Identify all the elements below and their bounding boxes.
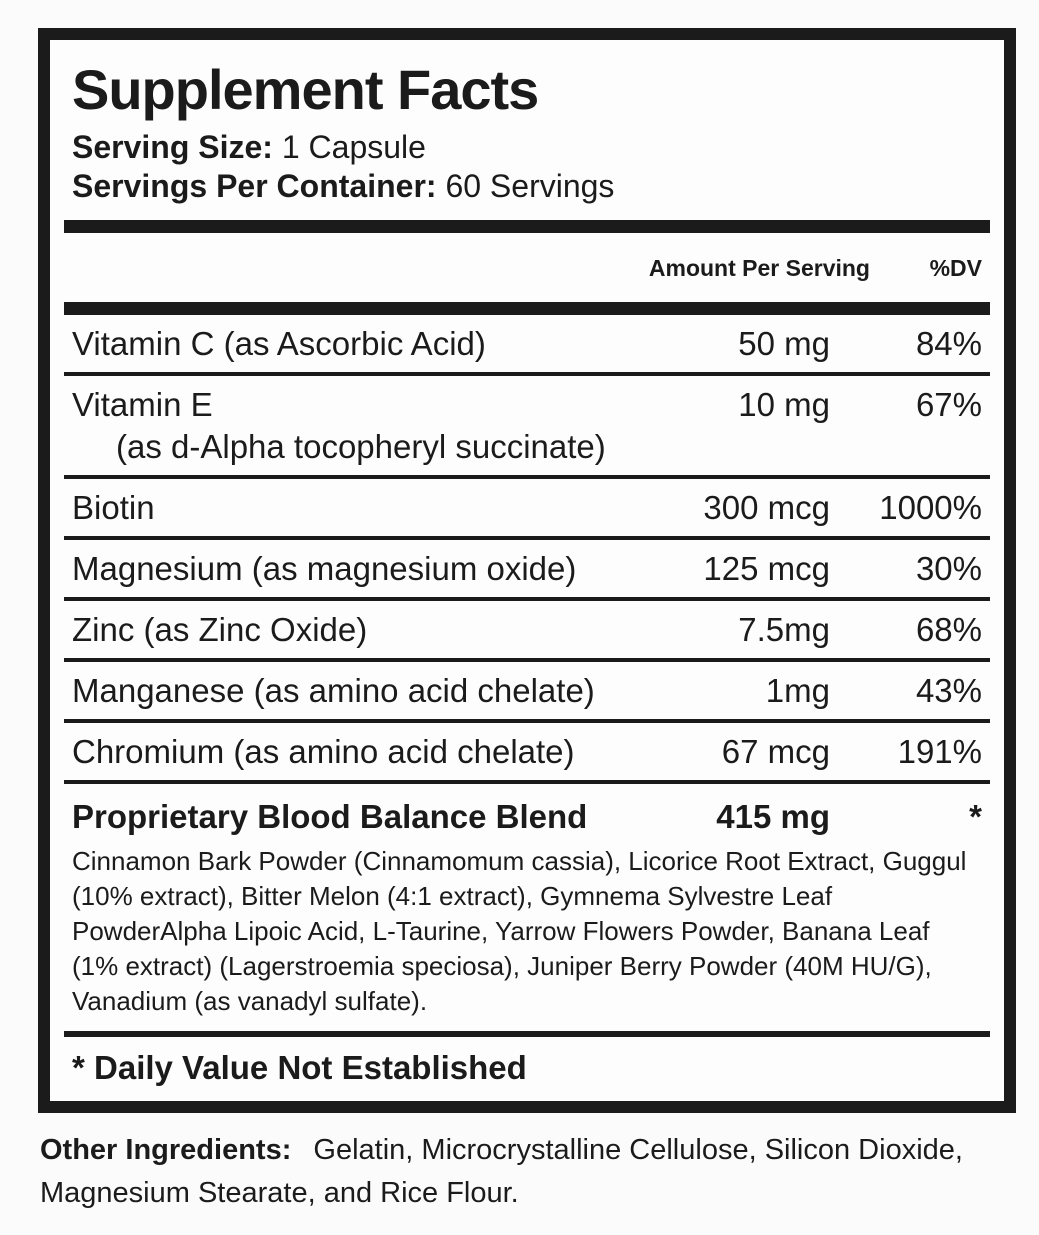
nutrient-dv: 30% bbox=[915, 550, 982, 587]
nutrient-amount: 10 mg bbox=[738, 386, 830, 423]
nutrient-name-main: Vitamin E bbox=[72, 386, 213, 423]
nutrient-name: Vitamin C (as Ascorbic Acid) bbox=[72, 325, 486, 362]
table-row: Biotin 300 mcg 1000% bbox=[64, 479, 990, 540]
nutrient-name: Zinc (as Zinc Oxide) bbox=[72, 611, 368, 648]
nutrient-name: Biotin bbox=[72, 489, 155, 526]
servings-per-container-value: 60 Servings bbox=[445, 168, 615, 204]
nutrient-name: Vitamin E (as d-Alpha tocopheryl succina… bbox=[72, 384, 650, 468]
supplement-facts-panel: Supplement Facts Serving Size: 1 Capsule… bbox=[38, 28, 1016, 1113]
divider-thick-mid bbox=[64, 302, 990, 315]
nutrient-dv: 84% bbox=[915, 325, 982, 362]
table-row: Vitamin E (as d-Alpha tocopheryl succina… bbox=[64, 376, 990, 479]
other-ingredients: Other Ingredients: Gelatin, Microcrystal… bbox=[40, 1129, 1006, 1215]
nutrient-name: Chromium (as amino acid chelate) bbox=[72, 733, 575, 770]
blend-description: Cinnamon Bark Powder (Cinnamomum cassia)… bbox=[72, 846, 967, 1016]
daily-value-footnote: * Daily Value Not Established bbox=[72, 1049, 527, 1086]
table-row: Manganese (as amino acid chelate) 1mg 43… bbox=[64, 662, 990, 723]
nutrient-dv: 191% bbox=[897, 733, 982, 770]
nutrient-amount: 50 mg bbox=[738, 325, 830, 362]
serving-size-line: Serving Size: 1 Capsule bbox=[64, 128, 990, 167]
blend-row: Proprietary Blood Balance Blend 415 mg * bbox=[64, 784, 990, 840]
nutrient-dv: 43% bbox=[915, 672, 982, 709]
nutrient-amount: 300 mcg bbox=[703, 489, 830, 526]
nutrient-amount: 67 mcg bbox=[721, 733, 830, 770]
nutrient-dv: 1000% bbox=[879, 489, 982, 526]
panel-title: Supplement Facts bbox=[72, 58, 539, 121]
serving-size-value: 1 Capsule bbox=[281, 129, 426, 165]
nutrient-name: Manganese (as amino acid chelate) bbox=[72, 672, 595, 709]
blend-dv: * bbox=[969, 798, 982, 835]
servings-per-container-label: Servings Per Container: bbox=[72, 168, 437, 204]
nutrient-amount: 125 mcg bbox=[703, 550, 830, 587]
table-row: Magnesium (as magnesium oxide) 125 mcg 3… bbox=[64, 540, 990, 601]
blend-name: Proprietary Blood Balance Blend bbox=[72, 798, 588, 835]
table-row: Chromium (as amino acid chelate) 67 mcg … bbox=[64, 723, 990, 784]
divider-footnote bbox=[64, 1031, 990, 1037]
nutrient-amount: 7.5mg bbox=[738, 611, 830, 648]
blend-amount: 415 mg bbox=[716, 798, 830, 835]
column-header-amount: Amount Per Serving bbox=[648, 255, 870, 281]
nutrient-amount: 1mg bbox=[765, 672, 830, 709]
column-header-dv: %DV bbox=[929, 255, 982, 281]
table-row: Vitamin C (as Ascorbic Acid) 50 mg 84% bbox=[64, 315, 990, 376]
column-header-row: Amount Per Serving %DV bbox=[64, 233, 990, 302]
nutrient-dv: 68% bbox=[915, 611, 982, 648]
nutrient-dv: 67% bbox=[915, 386, 982, 423]
nutrient-name: Magnesium (as magnesium oxide) bbox=[72, 550, 577, 587]
table-row: Zinc (as Zinc Oxide) 7.5mg 68% bbox=[64, 601, 990, 662]
divider-thick-top bbox=[64, 220, 990, 233]
other-ingredients-label: Other Ingredients: bbox=[40, 1134, 292, 1166]
nutrient-name-sub: (as d-Alpha tocopheryl succinate) bbox=[116, 428, 606, 465]
serving-info: Serving Size: 1 Capsule Servings Per Con… bbox=[64, 128, 990, 206]
serving-size-label: Serving Size: bbox=[72, 129, 273, 165]
servings-per-container-line: Servings Per Container: 60 Servings bbox=[64, 167, 990, 206]
